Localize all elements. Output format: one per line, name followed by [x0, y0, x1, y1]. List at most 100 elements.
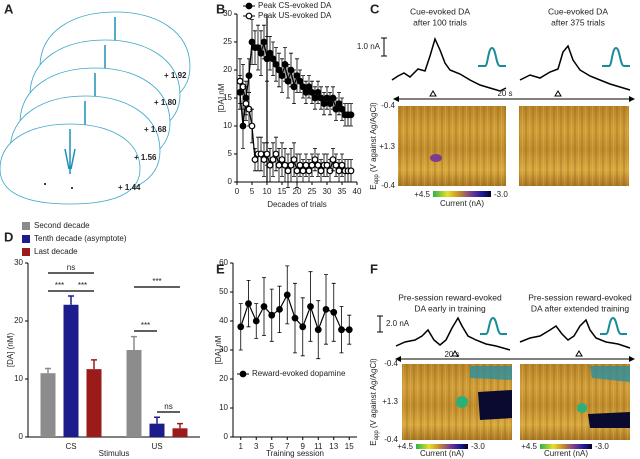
y-axis-label: [DA] nM	[217, 83, 226, 112]
time-label: 20 s	[497, 89, 512, 98]
cv-icon	[480, 316, 507, 335]
x-tick-label: 13	[329, 442, 338, 451]
point	[332, 161, 340, 169]
legend-marker	[245, 12, 253, 20]
scale-label: 1.0 nA	[357, 42, 381, 51]
y-tick-label: 0	[228, 177, 233, 186]
y-tick-label: 10	[219, 403, 228, 412]
point	[302, 161, 310, 169]
y-tick-label: 0	[19, 432, 24, 441]
legend-marker	[245, 2, 253, 10]
heatmap-blob	[577, 403, 587, 413]
point	[314, 161, 322, 169]
heatmap-texture	[519, 106, 629, 186]
point	[322, 306, 330, 313]
point	[290, 83, 298, 91]
colorbar	[416, 444, 468, 449]
point	[269, 156, 277, 164]
point	[287, 161, 295, 169]
legend-swatch	[22, 248, 30, 256]
y-tick-label: 20	[14, 316, 23, 325]
trace	[395, 316, 511, 351]
colorbar-label: +4.5	[397, 442, 413, 451]
error-bar	[91, 359, 97, 370]
colorbar	[540, 444, 592, 449]
point	[263, 150, 271, 158]
point	[345, 326, 353, 334]
point	[305, 167, 313, 175]
point	[305, 83, 313, 91]
significance-label: ***	[152, 277, 161, 286]
heatmap-blob	[478, 390, 512, 420]
bar	[149, 423, 165, 437]
y-tick-label: 20	[223, 65, 232, 74]
point	[347, 111, 355, 119]
category-label: US	[151, 442, 162, 451]
colorbar-label: +4.5	[521, 442, 537, 451]
point	[311, 156, 319, 164]
point	[296, 161, 304, 169]
x-tick-label: 7	[285, 442, 290, 451]
significance-label: ***	[55, 281, 64, 290]
point	[308, 161, 316, 169]
point	[236, 77, 244, 85]
point	[299, 83, 307, 91]
x-tick-label: 5	[250, 187, 255, 196]
point	[320, 100, 328, 107]
heatmap-blob	[588, 412, 630, 428]
point	[248, 122, 256, 130]
panel-title: DA early in training	[414, 303, 486, 313]
y-tick-label: 50	[219, 287, 228, 296]
y-tick-label: 40	[219, 316, 228, 325]
point	[291, 314, 299, 322]
point	[245, 72, 253, 79]
cv-icon	[600, 316, 627, 335]
point	[330, 308, 338, 316]
potential-label: -0.4	[381, 181, 395, 190]
point	[260, 38, 268, 46]
potential-label: -0.4	[381, 101, 395, 110]
point	[257, 150, 265, 158]
point	[284, 77, 292, 85]
scale-label: 2.0 nA	[386, 319, 410, 328]
error-bar	[177, 422, 183, 429]
x-tick-label: 15	[345, 442, 354, 451]
label-part: (V against Ag/AgCl)	[369, 102, 378, 174]
y-tick-label: 30	[14, 258, 23, 267]
point	[335, 167, 343, 175]
significance-label: ns	[67, 263, 75, 272]
legend-swatch	[22, 235, 30, 243]
point	[257, 49, 265, 57]
point	[275, 161, 283, 169]
x-tick-label: 25	[308, 187, 317, 196]
colorbar-label: -3.0	[595, 442, 609, 451]
x-tick-label: 3	[254, 442, 259, 451]
panel-title: after 375 trials	[551, 17, 605, 27]
panel-title: Pre-session reward-evoked	[528, 292, 632, 302]
x-axis-label: Stimulus	[99, 449, 130, 458]
trace	[519, 44, 631, 91]
error-bar	[45, 367, 51, 374]
colorbar-title: Current (nA)	[544, 449, 588, 458]
panel-letter: A	[4, 1, 14, 16]
point	[347, 167, 355, 175]
colorbar-label: -3.0	[471, 442, 485, 451]
point	[266, 161, 274, 169]
point	[268, 311, 276, 319]
reward-marker	[575, 350, 583, 357]
x-tick-label: 15	[278, 187, 287, 196]
x-tick-label: 30	[323, 187, 332, 196]
point	[278, 156, 286, 164]
potential-label: +1.3	[382, 397, 398, 406]
x-tick-label: 35	[338, 187, 347, 196]
y-axis-label: [DA] nM	[214, 335, 223, 364]
panel-letter: F	[370, 261, 378, 276]
cue-marker	[554, 90, 562, 97]
point	[323, 161, 331, 169]
point	[248, 38, 256, 46]
panel-title: Pre-session reward-evoked	[398, 292, 502, 302]
point	[332, 105, 340, 113]
point	[260, 303, 268, 310]
colorbar-title: Current (nA)	[420, 449, 464, 458]
